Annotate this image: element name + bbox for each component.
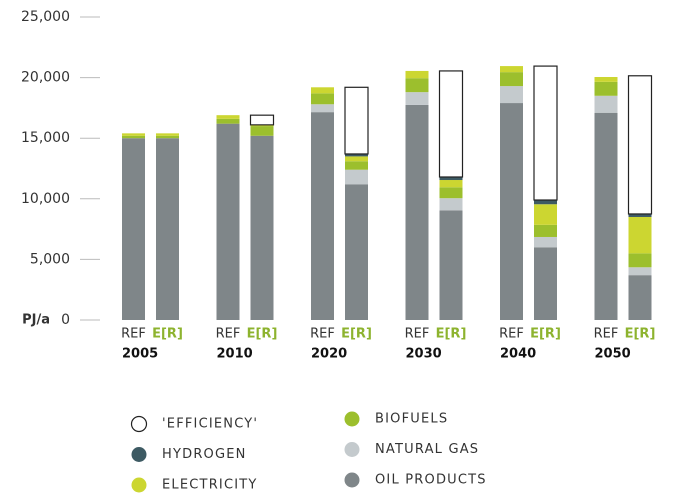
bar-segment [500,86,523,104]
y-tick-label: 10,000 [21,191,70,207]
group-label: 2040 [500,347,536,362]
bar-segment [250,126,274,136]
y-axis-label: PJ/a [22,313,50,328]
bar-segment [534,204,557,225]
x-tick-label: E[R] [247,327,278,342]
x-tick-label: E[R] [625,327,656,342]
x-tick-label: REF [405,327,430,342]
legend-swatch [130,415,148,433]
bar-segment [628,216,652,254]
bar-segment [534,236,557,248]
bar-segment [628,213,652,217]
group-label: 2005 [122,347,158,362]
legend-label: OIL PRODUCTS [375,473,487,488]
bar-segment [534,224,557,237]
bar-segment [122,138,145,320]
bar-segment [249,114,275,126]
bar-segment [156,138,179,320]
x-tick-label: E[R] [436,327,467,342]
bar-segment [594,95,618,113]
bar-segment [216,118,240,124]
bar-segment [405,104,429,321]
y-tick-label: 5,000 [30,251,70,267]
bar-segment [439,176,463,181]
bar-segment [533,65,558,201]
x-tick-label: REF [121,327,146,342]
bar-segment [439,210,463,320]
bar-segment [250,135,274,320]
bar-segment [628,253,652,268]
bar-segment [345,169,368,185]
bar-segment [216,115,240,119]
bar-segment [534,200,557,205]
bar-segment [311,104,334,113]
bar-segment [345,153,368,157]
bar-segment [122,133,145,136]
group-label: 2050 [595,347,631,362]
legend-swatch [344,472,360,488]
bar-segment [628,267,652,276]
x-tick-label: REF [216,327,241,342]
bar-segment [500,66,523,73]
y-tick-label: 25,000 [21,9,70,25]
group-label: 2030 [406,347,442,362]
bar-segment [216,123,240,320]
legend-swatch [131,447,147,462]
bar-segment [345,184,368,320]
bar-segment [345,161,368,170]
x-tick-label: E[R] [152,327,183,342]
bar-segment [122,135,145,139]
legend-label: HYDROGEN [162,447,247,462]
legend-label: 'EFFICIENCY' [162,417,258,432]
bar-segment [156,133,179,136]
legend-swatch [344,411,360,427]
group-label: 2020 [311,347,347,362]
legend-swatch [131,477,147,493]
bar-segment [439,198,463,211]
bar-segment [594,81,618,96]
x-tick-label: E[R] [341,327,372,342]
bar-segment [500,72,523,87]
bar-segment [311,112,334,320]
bar-segment [500,103,523,320]
bar-segment [405,78,429,93]
x-tick-label: REF [499,327,524,342]
bar-segment [438,70,464,178]
bar-segment [345,156,368,162]
bar-segment [439,187,463,199]
bar-segment [594,112,618,320]
legend-label: BIOFUELS [375,412,448,427]
legend-label: ELECTRICITY [162,478,258,493]
bar-segment [405,70,429,79]
bar-segment [311,93,334,105]
bar-segment [628,275,652,320]
legend-swatch [344,442,360,457]
bar-segment [405,92,429,105]
y-tick-label: 15,000 [21,130,70,146]
bar-segment [156,135,179,139]
bar-segment [534,247,557,320]
bar-segment [344,86,369,155]
x-tick-label: REF [594,327,619,342]
x-tick-label: REF [310,327,335,342]
legend-label: NATURAL GAS [375,442,479,457]
y-tick-label: 0 [61,312,70,328]
bar-segment [311,87,334,94]
bar-segment [594,76,618,82]
bar-segment [439,180,463,188]
bar-segment [627,75,653,215]
bar-segment [250,124,274,127]
y-tick-label: 20,000 [21,70,70,86]
group-label: 2010 [217,347,253,362]
x-tick-label: E[R] [530,327,561,342]
